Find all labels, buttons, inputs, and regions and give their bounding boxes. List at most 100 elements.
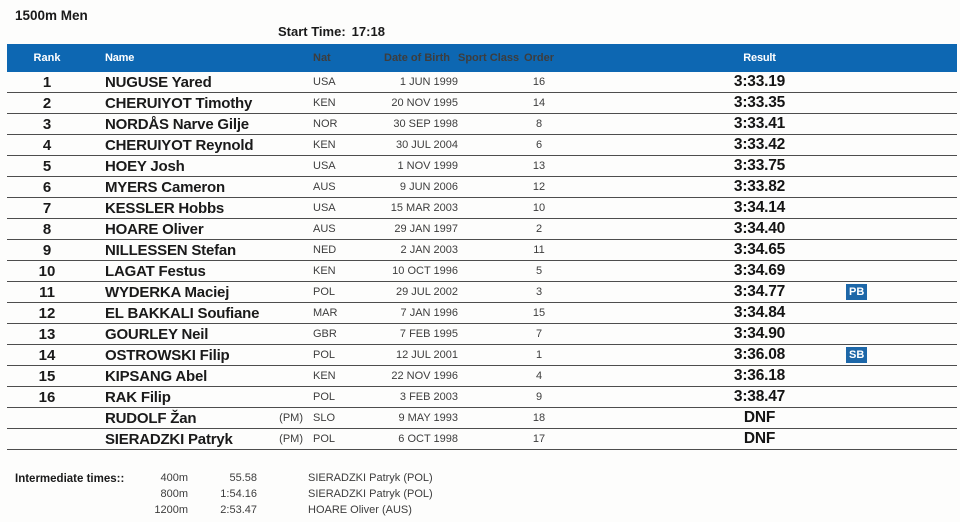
intermediate-time-row: 1200m 2:53.47 HOARE Oliver (AUS) [0, 502, 640, 518]
rank-cell: 10 [38, 262, 56, 280]
nationality-cell: POL [313, 391, 336, 403]
rank-cell: 12 [38, 304, 56, 322]
table-row: 14 OSTROWSKI Filip POL 12 JUL 2001 1 3:36.08 S… [7, 345, 957, 366]
result-cell: DNF [743, 430, 776, 447]
result-cell: 3:34.77 [733, 283, 786, 300]
table-row: 4 CHERUIYOT Reynold KEN 30 JUL 2004 6 3:33.42 [7, 135, 957, 156]
order-cell: 11 [533, 244, 545, 256]
intermediate-time: 1:54.16 [220, 488, 257, 500]
date-of-birth-cell: 12 JUL 2001 [396, 349, 458, 361]
name-cell: KIPSANG Abel [105, 367, 208, 385]
name-cell: GOURLEY Neil [105, 325, 209, 343]
name-cell: RAK Filip [105, 388, 171, 406]
name-cell: NORDÅS Narve Gilje [105, 115, 249, 133]
nationality-cell: KEN [313, 265, 336, 277]
intermediate-times-rows: 400m 55.58 SIERADZKI Patryk (POL) 800m 1:54.… [0, 470, 640, 518]
intermediate-time-row: 400m 55.58 SIERADZKI Patryk (POL) [0, 470, 640, 486]
intermediate-athlete: SIERADZKI Patryk (POL) [308, 488, 433, 500]
header-result: Result [743, 52, 776, 64]
order-cell: 3 [535, 286, 543, 298]
nationality-cell: USA [313, 76, 336, 88]
season-best-badge: SB [846, 347, 868, 363]
table-body: 1 NUGUSE Yared USA 1 JUN 1999 16 3:33.19 2 CHER… [7, 72, 957, 450]
nationality-cell: SLO [313, 412, 336, 424]
result-cell: 3:33.82 [733, 178, 786, 195]
intermediate-time: 55.58 [229, 472, 257, 484]
order-cell: 15 [532, 307, 546, 319]
header-name: Name [105, 52, 135, 64]
nationality-cell: AUS [313, 181, 336, 193]
date-of-birth-cell: 29 JAN 1997 [394, 223, 458, 235]
table-row: SIERADZKI Patryk (PM) POL 6 OCT 1998 17 DNF [7, 429, 957, 450]
nationality-cell: NOR [313, 118, 338, 130]
table-row: 2 CHERUIYOT Timothy KEN 20 NOV 1995 14 3:33.3… [7, 93, 957, 114]
table-header-row: Rank Name Nat Date of Birth Sport Class … [7, 44, 957, 72]
order-cell: 8 [535, 118, 543, 130]
date-of-birth-cell: 30 SEP 1998 [393, 118, 458, 130]
header-sport-class: Sport Class [458, 52, 520, 64]
date-of-birth-cell: 9 MAY 1993 [398, 412, 458, 424]
result-cell: 3:36.08 [733, 346, 786, 363]
name-cell: SIERADZKI Patryk [105, 430, 233, 448]
rank-cell: 14 [38, 346, 56, 364]
table-row: 3 NORDÅS Narve Gilje NOR 30 SEP 1998 8 3:33.4… [7, 114, 957, 135]
header-order: Order [524, 52, 554, 64]
result-cell: 3:34.14 [733, 199, 786, 216]
rank-cell: 1 [42, 73, 52, 91]
date-of-birth-cell: 20 NOV 1995 [391, 97, 458, 109]
result-cell: 3:34.40 [733, 220, 786, 237]
nationality-cell: POL [313, 286, 336, 298]
rank-cell: 3 [42, 115, 52, 133]
rank-cell: 15 [38, 367, 56, 385]
order-cell: 4 [535, 370, 543, 382]
date-of-birth-cell: 9 JUN 2006 [399, 181, 458, 193]
date-of-birth-cell: 6 OCT 1998 [398, 433, 458, 445]
name-cell: NUGUSE Yared [105, 73, 212, 91]
table-row: 6 MYERS Cameron AUS 9 JUN 2006 12 3:33.82 [7, 177, 957, 198]
rank-cell: 2 [42, 94, 52, 112]
rank-cell: 16 [38, 388, 56, 406]
order-cell: 14 [532, 97, 546, 109]
rank-cell: 6 [42, 178, 52, 196]
intermediate-athlete: SIERADZKI Patryk (POL) [308, 472, 433, 484]
order-cell: 12 [532, 181, 546, 193]
result-cell: 3:33.35 [733, 94, 786, 111]
name-cell: NILLESSEN Stefan [105, 241, 236, 259]
rank-cell: 7 [42, 199, 52, 217]
nationality-cell: KEN [313, 97, 336, 109]
intermediate-athlete: HOARE Oliver (AUS) [308, 504, 412, 516]
table-row: 9 NILLESSEN Stefan NED 2 JAN 2003 11 3:34.65 [7, 240, 957, 261]
intermediate-distance: 1200m [154, 504, 188, 516]
date-of-birth-cell: 30 JUL 2004 [396, 139, 458, 151]
start-time-label: Start Time: [278, 24, 346, 39]
result-cell: 3:34.65 [733, 241, 786, 258]
rank-cell: 5 [42, 157, 52, 175]
table-row: 13 GOURLEY Neil GBR 7 FEB 1995 7 3:34.90 [7, 324, 957, 345]
intermediate-times-label: Intermediate times:: [15, 473, 125, 485]
header-nat: Nat [313, 52, 331, 64]
date-of-birth-cell: 10 OCT 1996 [392, 265, 458, 277]
order-cell: 1 [535, 349, 543, 361]
results-table: Rank Name Nat Date of Birth Sport Class … [7, 44, 957, 450]
date-of-birth-cell: 22 NOV 1996 [391, 370, 458, 382]
header-rank: Rank [33, 52, 61, 64]
nationality-cell: USA [313, 202, 336, 214]
result-cell: 3:38.47 [733, 388, 786, 405]
order-cell: 16 [532, 76, 546, 88]
order-cell: 10 [532, 202, 546, 214]
table-row: 1 NUGUSE Yared USA 1 JUN 1999 16 3:33.19 [7, 72, 957, 93]
nationality-cell: USA [313, 160, 336, 172]
header-date-of-birth: Date of Birth [384, 52, 450, 64]
rank-cell: 4 [42, 136, 52, 154]
rank-cell: 8 [42, 220, 52, 238]
date-of-birth-cell: 3 FEB 2003 [399, 391, 458, 403]
result-cell: 3:33.41 [733, 115, 786, 132]
table-row: 15 KIPSANG Abel KEN 22 NOV 1996 4 3:36.18 [7, 366, 957, 387]
order-cell: 18 [532, 412, 546, 424]
order-cell: 5 [535, 265, 543, 277]
result-cell: 3:33.75 [733, 157, 786, 174]
order-cell: 13 [532, 160, 546, 172]
rank-cell: 9 [42, 241, 52, 259]
intermediate-distance: 800m [160, 488, 188, 500]
